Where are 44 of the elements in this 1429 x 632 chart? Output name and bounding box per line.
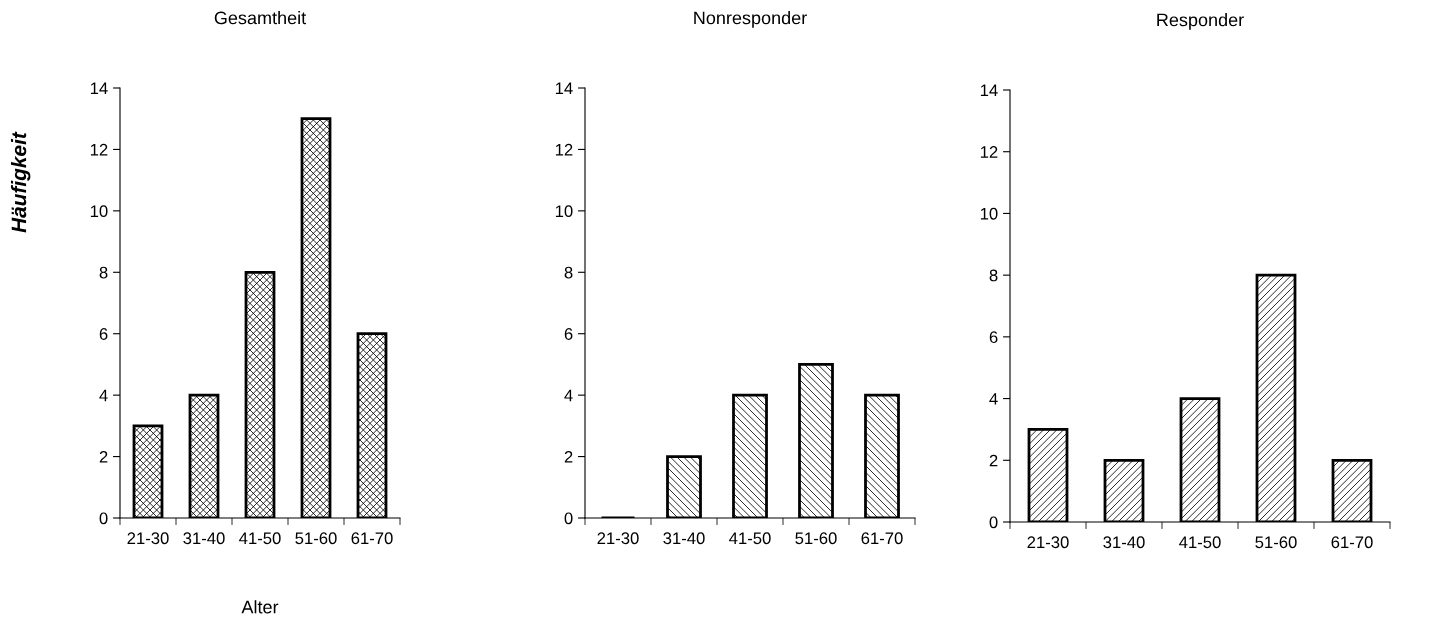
y-tick-label: 14 [90,82,108,95]
x-tick-label: 21-30 [597,532,639,545]
x-tick-label: 21-30 [127,532,169,545]
y-tick-label: 12 [555,143,573,156]
y-tick-label: 2 [564,450,573,463]
y-tick-label: 4 [989,393,998,405]
x-tick-label: 31-40 [183,532,225,545]
y-tick-label: 0 [564,512,573,525]
x-tick-label: 31-40 [663,532,705,545]
x-tick-label: 61-70 [351,532,393,545]
x-tick-label: 21-30 [1027,536,1069,549]
y-tick-label: 10 [90,205,108,218]
y-tick-label: 2 [989,454,998,467]
chart-title: Responder [1157,13,1244,30]
x-axis-title: Alter [241,600,279,614]
y-tick-label: 0 [99,512,108,525]
y-tick-label: 10 [555,205,573,218]
y-tick-label: 6 [989,331,998,344]
chart-title: Nonresponder [694,11,807,28]
y-tick-label: 8 [989,269,998,282]
x-tick-label: 61-70 [1331,536,1373,549]
y-tick-label: 6 [564,328,573,340]
y-tick-label: 8 [564,266,573,279]
x-tick-label: 31-40 [1103,536,1145,549]
x-tick-label: 41-50 [1179,536,1221,549]
x-tick-label: 51-60 [295,532,337,545]
y-tick-label: 8 [99,266,108,279]
y-tick-label: 14 [555,82,573,95]
y-tick-label: 12 [90,143,108,156]
x-tick-label: 51-60 [795,532,837,545]
y-tick-label: 0 [989,516,998,529]
x-tick-label: 41-50 [239,532,281,545]
y-tick-label: 6 [99,328,108,340]
y-tick-label: 14 [980,84,998,97]
x-tick-label: 61-70 [861,532,903,545]
x-tick-label: 51-60 [1255,536,1297,549]
y-tick-label: 12 [980,146,998,158]
x-tick-label: 41-50 [729,532,771,545]
y-tick-label: 2 [99,450,108,463]
y-tick-label: 4 [564,389,573,402]
y-tick-label: 4 [99,389,108,402]
y-tick-label: 10 [980,207,998,220]
chart-title: Gesamtheit [214,11,307,25]
y-axis-title: Häufigkeit [10,131,31,233]
